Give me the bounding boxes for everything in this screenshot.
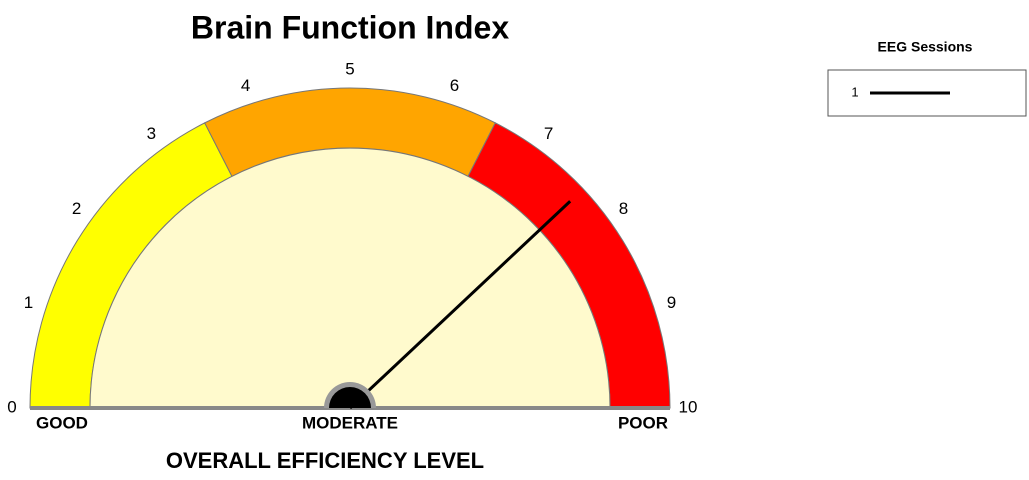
zone-label: GOOD — [36, 413, 88, 432]
tick-label: 6 — [450, 76, 459, 95]
zone-label: POOR — [618, 413, 668, 432]
tick-label: 7 — [544, 124, 553, 143]
tick-label: 9 — [667, 293, 676, 312]
axis-title: OVERALL EFFICIENCY LEVEL — [166, 448, 484, 473]
legend-title: EEG Sessions — [878, 39, 973, 55]
tick-label: 10 — [679, 397, 698, 416]
needle-hub — [329, 387, 371, 408]
tick-label: 8 — [619, 199, 628, 218]
needle — [348, 200, 572, 410]
gauge-face — [89, 147, 611, 409]
tick-label: 0 — [7, 397, 16, 416]
chart-title: Brain Function Index — [191, 9, 509, 45]
tick-label: 5 — [345, 59, 354, 78]
tick-label: 3 — [147, 124, 156, 143]
zone-label: MODERATE — [302, 413, 398, 432]
tick-label: 2 — [72, 199, 81, 218]
tick-label: 1 — [24, 293, 33, 312]
tick-label: 4 — [241, 76, 250, 95]
legend-label: 1 — [851, 84, 858, 99]
